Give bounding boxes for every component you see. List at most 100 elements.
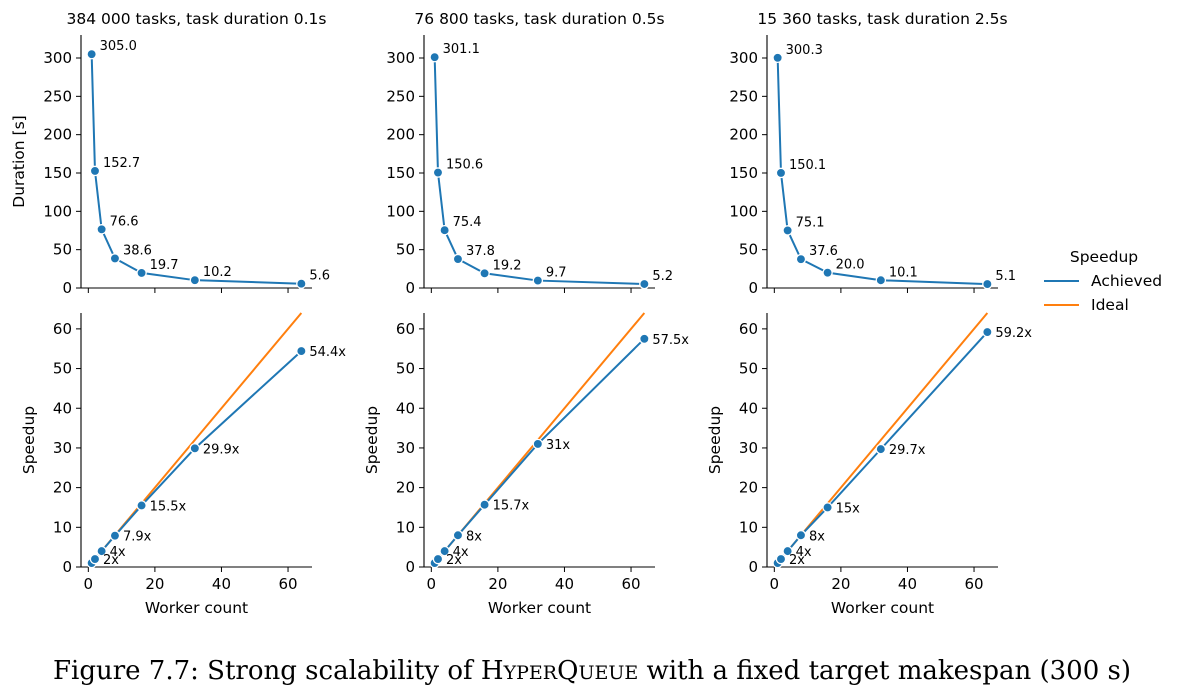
y-tick-label: 40 [53, 399, 72, 417]
caption-suffix: with a fixed target makespan (300 s) [638, 656, 1132, 686]
achieved-point [136, 267, 147, 279]
data-label: 19.7 [150, 258, 179, 273]
y-tick-label: 30 [53, 439, 72, 457]
legend-label: Achieved [1091, 272, 1162, 290]
y-tick-label: 60 [396, 320, 415, 338]
data-label: 305.0 [100, 39, 137, 54]
y-axis-label: Speedup [706, 406, 724, 474]
y-tick-label: 250 [386, 87, 415, 105]
y-tick-label: 300 [386, 49, 415, 67]
data-label: 15.5x [150, 499, 187, 514]
achieved-point [639, 333, 650, 345]
data-label: 2x [103, 553, 119, 568]
y-tick-label: 100 [43, 202, 72, 220]
chart-panel-duration-3: 0 50 100 150 200 250 300 15 360 tasks, task dur… [729, 10, 1016, 297]
y-tick-label: 20 [53, 479, 72, 497]
y-tick-label: 150 [386, 164, 415, 182]
achieved-point [296, 278, 307, 289]
x-tick-label: 0 [770, 575, 780, 593]
achieved-point [782, 545, 793, 557]
data-label: 9.7 [546, 266, 567, 281]
achieved-point [189, 443, 201, 454]
legend: Speedup Achieved Ideal [1044, 248, 1162, 314]
data-label: 31x [546, 438, 571, 453]
panel-title: 15 360 tasks, task duration 2.5s [757, 10, 1007, 28]
chart-panel-duration-1: 0 50 100 150 200 250 300 384 000 tasks, task du… [10, 10, 330, 297]
achieved-point [782, 225, 793, 236]
data-label: 37.6 [809, 244, 838, 259]
y-tick-label: 0 [748, 279, 758, 297]
y-tick-label: 40 [739, 399, 758, 417]
y-tick-label: 200 [386, 126, 415, 144]
data-label: 8x [466, 529, 482, 544]
achieved-point [772, 52, 783, 64]
data-label: 150.6 [446, 158, 483, 173]
data-label: 10.2 [203, 265, 232, 280]
achieved-point [822, 502, 833, 513]
x-tick-label: 40 [898, 575, 917, 593]
data-label: 150.1 [789, 158, 826, 173]
data-label: 29.9x [203, 442, 240, 457]
achieved-point [86, 48, 97, 60]
y-tick-label: 0 [62, 279, 72, 297]
x-tick-label: 0 [84, 575, 94, 593]
data-label: 301.1 [443, 42, 480, 57]
achieved-point [795, 253, 807, 265]
y-tick-label: 10 [739, 518, 758, 536]
achieved-point [109, 530, 121, 541]
caption-name-part: Q [557, 656, 579, 686]
achieved-point [639, 278, 650, 290]
data-label: 54.4x [309, 345, 346, 360]
achieved-point [96, 545, 107, 557]
data-label: 7.9x [123, 530, 152, 545]
x-tick-label: 20 [488, 575, 507, 593]
data-label: 5.1 [995, 269, 1016, 284]
caption-name: HYPERQUEUE [481, 656, 638, 686]
achieved-point [875, 443, 887, 455]
y-tick-label: 150 [729, 164, 758, 182]
achieved-point [875, 275, 887, 286]
achieved-point [189, 274, 201, 286]
panel-title: 76 800 tasks, task duration 0.5s [414, 10, 664, 28]
y-axis-label: Speedup [363, 406, 381, 474]
achieved-point [89, 165, 101, 177]
x-tick-label: 60 [278, 575, 297, 593]
caption-name-part: UEUE [578, 662, 639, 684]
achieved-point [452, 253, 464, 265]
x-tick-label: 60 [964, 575, 983, 593]
y-tick-label: 60 [53, 320, 72, 338]
y-tick-label: 250 [729, 87, 758, 105]
y-tick-label: 60 [739, 320, 758, 338]
y-tick-label: 200 [729, 126, 758, 144]
y-tick-label: 50 [739, 360, 758, 378]
data-label: 29.7x [889, 443, 926, 458]
achieved-point [439, 224, 450, 236]
y-tick-label: 50 [396, 241, 415, 259]
data-label: 2x [446, 553, 462, 568]
x-tick-label: 20 [831, 575, 850, 593]
data-label: 10.1 [889, 265, 918, 280]
achieved-point [429, 51, 440, 63]
data-label: 19.2 [493, 258, 522, 273]
legend-label: Ideal [1091, 296, 1129, 314]
panel-title: 384 000 tasks, task duration 0.1s [66, 10, 326, 28]
y-axis-label: Speedup [20, 406, 38, 474]
achieved-point [296, 345, 307, 357]
chart-panel-duration-2: 0 50 100 150 200 250 300 76 800 tasks, task dur… [386, 10, 673, 297]
y-tick-label: 50 [739, 241, 758, 259]
achieved-point [452, 530, 464, 541]
achieved-point [479, 499, 490, 510]
y-tick-label: 50 [396, 360, 415, 378]
y-axis-label: Duration [s] [10, 115, 28, 207]
data-label: 38.6 [123, 243, 152, 258]
y-tick-label: 50 [53, 241, 72, 259]
caption-name-part: YPER [503, 662, 558, 684]
data-label: 2x [789, 553, 805, 568]
achieved-point [136, 500, 147, 511]
achieved-point [109, 253, 121, 264]
achieved-point [96, 224, 107, 235]
y-tick-label: 30 [739, 439, 758, 457]
x-tick-label: 0 [427, 575, 437, 593]
x-tick-label: 40 [212, 575, 231, 593]
